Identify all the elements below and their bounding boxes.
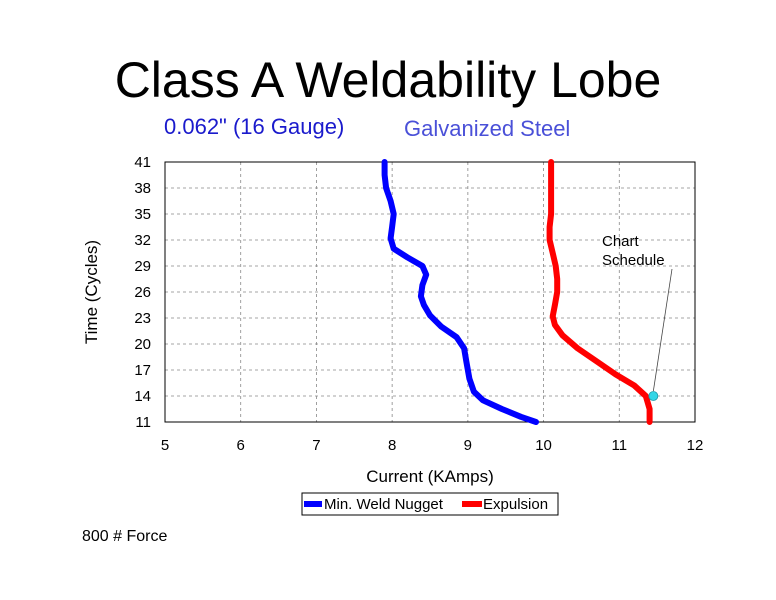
x-tick-label: 6 xyxy=(237,437,245,454)
x-tick-label: 9 xyxy=(464,437,472,454)
y-tick-label: 41 xyxy=(134,154,151,171)
series-line-expulsion xyxy=(546,159,653,425)
y-tick-label: 17 xyxy=(134,362,151,379)
x-tick-label: 12 xyxy=(687,437,704,454)
legend: Min. Weld Nugget Expulsion xyxy=(301,492,559,516)
y-tick-label: 11 xyxy=(135,414,151,431)
annotation: Chart Schedule xyxy=(602,233,673,401)
series-layer xyxy=(381,159,653,425)
y-tick-label: 20 xyxy=(134,336,151,353)
y-tick-label: 35 xyxy=(134,206,151,223)
x-tick-label: 11 xyxy=(611,437,627,454)
series-line-min-weld-nugget xyxy=(381,159,539,425)
x-axis-ticks: 5 6 7 8 9 10 11 12 xyxy=(161,437,704,454)
y-axis-label: Time (Cycles) xyxy=(82,240,101,344)
x-tick-label: 5 xyxy=(161,437,169,454)
annotation-label-line1: Chart xyxy=(602,233,640,250)
annotation-label-line2: Schedule xyxy=(602,252,665,269)
chart-subtitle-gauge: 0.062" (16 Gauge) xyxy=(164,114,345,139)
force-label: 800 # Force xyxy=(82,528,168,545)
chart-schedule-marker xyxy=(648,391,659,401)
plot-frame xyxy=(164,161,696,423)
y-tick-label: 32 xyxy=(134,232,151,249)
y-tick-label: 23 xyxy=(134,310,151,327)
legend-label-expulsion: Expulsion xyxy=(483,496,548,513)
y-tick-label: 29 xyxy=(134,258,151,275)
y-axis-ticks: 11 14 17 20 23 26 29 32 35 38 41 xyxy=(134,154,151,431)
x-tick-label: 8 xyxy=(388,437,396,454)
x-tick-label: 10 xyxy=(535,437,552,454)
y-tick-label: 14 xyxy=(134,388,151,405)
chart-subtitle-material: Galvanized Steel xyxy=(404,116,571,141)
x-tick-label: 7 xyxy=(312,437,320,454)
legend-box xyxy=(301,492,559,516)
x-axis-label: Current (KAmps) xyxy=(366,467,494,486)
grid xyxy=(164,161,696,423)
y-tick-label: 26 xyxy=(134,284,151,301)
y-tick-label: 38 xyxy=(134,180,151,197)
legend-label-min-weld-nugget: Min. Weld Nugget xyxy=(324,496,444,513)
chart-title: Class A Weldability Lobe xyxy=(114,52,662,108)
annotation-leader-line xyxy=(652,268,673,392)
